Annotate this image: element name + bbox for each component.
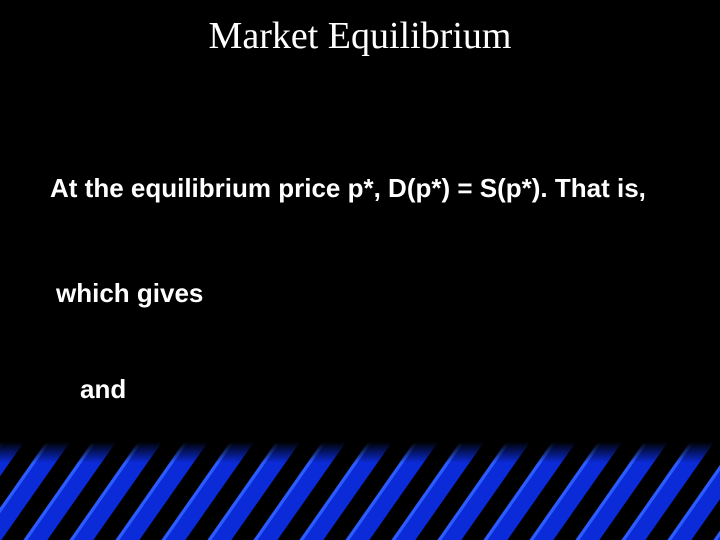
slide-title: Market Equilibrium xyxy=(0,14,720,58)
body-text-and: and xyxy=(80,374,126,405)
slide: Market Equilibrium At the equilibrium pr… xyxy=(0,0,720,540)
body-text-equilibrium: At the equilibrium price p*, D(p*) = S(p… xyxy=(50,172,670,205)
decorative-stripes xyxy=(0,442,720,540)
body-text-which-gives: which gives xyxy=(56,278,203,309)
